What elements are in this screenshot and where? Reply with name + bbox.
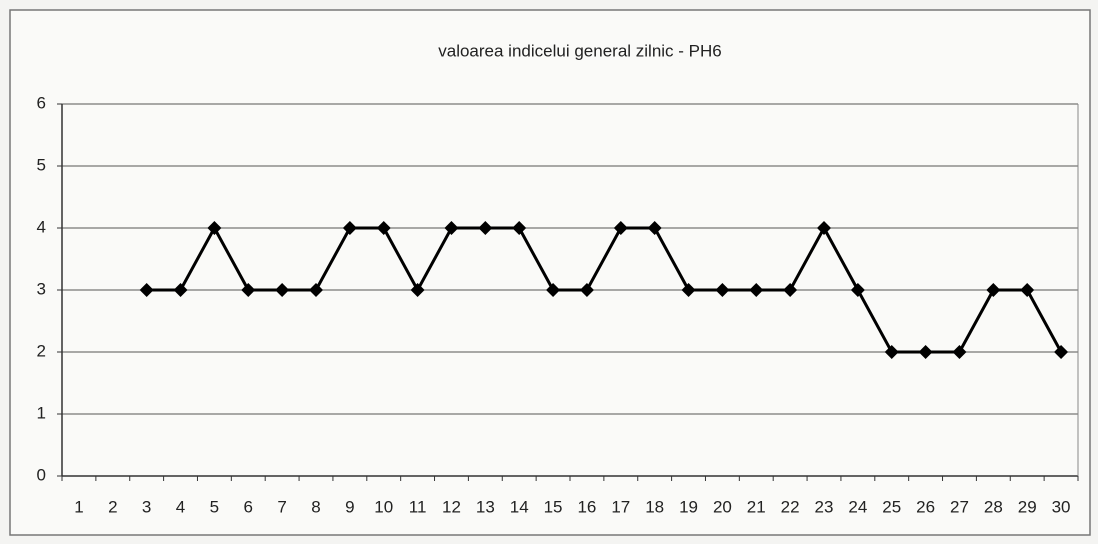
x-tick-label: 26 (916, 497, 935, 516)
x-tick-label: 19 (679, 497, 698, 516)
marker (681, 283, 696, 297)
marker (342, 221, 357, 235)
y-tick-label: 2 (37, 341, 46, 360)
x-tick-label: 11 (409, 497, 427, 516)
x-tick-label: 21 (747, 497, 766, 516)
y-tick-label: 0 (37, 465, 46, 484)
chart-frame (9, 9, 1091, 536)
series-line (146, 226, 1063, 354)
marker (139, 283, 154, 297)
marker (579, 283, 594, 297)
x-tick-label: 22 (781, 497, 800, 516)
marker (410, 283, 425, 297)
x-tick-label: 4 (176, 497, 185, 516)
marker (444, 221, 459, 235)
y-tick-label: 1 (37, 403, 46, 422)
x-tick-label: 23 (815, 497, 834, 516)
marker (275, 283, 290, 297)
x-tick-label: 2 (108, 497, 117, 516)
marker (1020, 283, 1035, 297)
x-tick-label: 14 (510, 497, 529, 516)
marker (1054, 345, 1069, 359)
x-tick-label: 29 (1018, 497, 1037, 516)
x-tick-label: 6 (244, 497, 253, 516)
marker (817, 221, 831, 235)
x-tick-label: 12 (442, 497, 461, 516)
x-tick-label: 30 (1052, 497, 1071, 516)
marker (715, 283, 730, 297)
x-tick-label: 20 (713, 497, 732, 516)
y-tick-label: 3 (37, 279, 46, 298)
x-tick-label: 13 (476, 497, 495, 516)
x-tick-label: 15 (544, 497, 563, 516)
x-tick-label: 25 (882, 497, 901, 516)
marker (952, 345, 967, 359)
x-tick-label: 5 (210, 497, 219, 516)
x-tick-label: 1 (74, 497, 83, 516)
x-tick-label: 8 (311, 497, 320, 516)
x-tick-label: 7 (277, 497, 286, 516)
x-tick-label: 10 (374, 497, 393, 516)
marker (512, 221, 527, 235)
marker (376, 221, 391, 235)
marker (647, 221, 662, 235)
chart-title: valoarea indicelui general zilnic - PH6 (438, 41, 721, 60)
x-tick-label: 18 (645, 497, 664, 516)
marker (478, 221, 493, 235)
y-tick-label: 6 (37, 93, 46, 112)
x-tick-label: 9 (345, 497, 354, 516)
marker (783, 283, 798, 297)
marker (241, 283, 256, 297)
marker (986, 283, 1001, 297)
y-tick-label: 5 (37, 155, 46, 174)
marker (749, 283, 764, 297)
marker (918, 345, 933, 359)
y-tick-label: 4 (37, 217, 46, 236)
x-tick-label: 16 (577, 497, 596, 516)
x-tick-label: 3 (142, 497, 151, 516)
marker (613, 221, 628, 235)
marker (207, 221, 222, 235)
marker (546, 283, 561, 297)
x-tick-label: 27 (950, 497, 969, 516)
x-tick-label: 24 (848, 497, 867, 516)
marker (884, 345, 899, 359)
x-tick-label: 17 (611, 497, 630, 516)
x-tick-label: 28 (984, 497, 1003, 516)
marker (850, 283, 865, 297)
marker (173, 283, 188, 297)
marker (309, 283, 323, 297)
